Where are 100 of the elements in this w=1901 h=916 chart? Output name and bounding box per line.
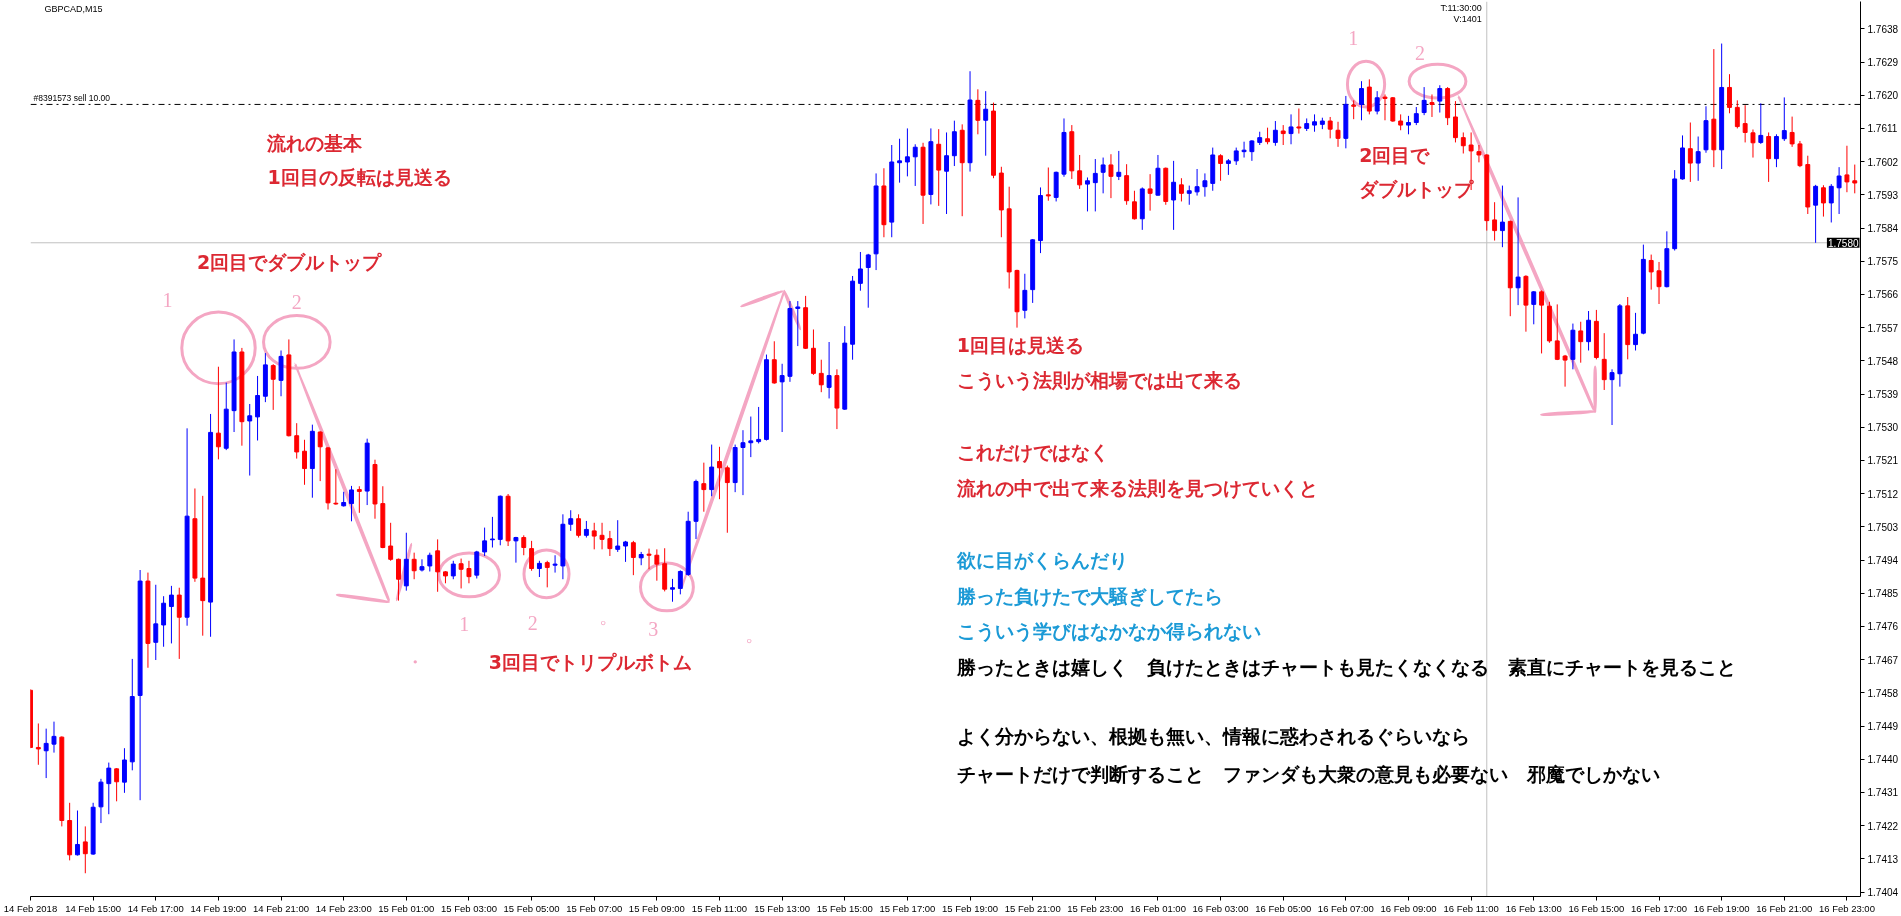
candlestick bbox=[576, 513, 582, 539]
candlestick bbox=[1836, 166, 1842, 215]
candlestick bbox=[1335, 121, 1341, 148]
candlestick bbox=[568, 509, 574, 532]
y-tick-label: 1.7557 bbox=[1867, 322, 1899, 334]
candlestick bbox=[1108, 153, 1114, 199]
candlestick bbox=[818, 359, 824, 393]
candlestick bbox=[1648, 254, 1654, 291]
candlestick bbox=[215, 366, 221, 460]
candlestick bbox=[1116, 150, 1122, 181]
y-tick-label: 1.7440 bbox=[1867, 754, 1899, 766]
candlestick bbox=[294, 422, 300, 460]
x-tick-label: 16 Feb 23:00 bbox=[1818, 902, 1875, 914]
x-tick-label: 16 Feb 07:00 bbox=[1317, 902, 1374, 914]
y-tick-label: 1.7548 bbox=[1867, 355, 1899, 367]
candlestick bbox=[1359, 80, 1364, 121]
candlestick bbox=[599, 522, 605, 550]
candlestick bbox=[1202, 172, 1208, 198]
candlestick bbox=[630, 540, 636, 576]
candlestick bbox=[1178, 177, 1184, 202]
annotation: 。 bbox=[745, 621, 766, 646]
candlestick bbox=[450, 560, 456, 580]
candlestick bbox=[247, 403, 253, 477]
candlestick bbox=[106, 762, 112, 815]
candlestick bbox=[615, 519, 621, 553]
y-tick-label: 1.7404 bbox=[1867, 887, 1899, 899]
x-tick-label: 15 Feb 23:00 bbox=[1067, 902, 1124, 914]
candlestick bbox=[748, 416, 754, 458]
candlestick bbox=[43, 728, 49, 779]
y-tick-label: 1.7503 bbox=[1867, 521, 1899, 533]
candlestick bbox=[1687, 122, 1693, 183]
candlestick bbox=[1766, 131, 1772, 183]
annotation: 欲に目がくらんだり bbox=[955, 549, 1128, 571]
candlestick bbox=[857, 251, 863, 292]
candlestick bbox=[1633, 312, 1638, 351]
x-tick-label: 15 Feb 19:00 bbox=[942, 902, 999, 914]
x-tick-label: 16 Feb 13:00 bbox=[1505, 902, 1562, 914]
annotation: V:1401 bbox=[1453, 13, 1482, 24]
candlestick bbox=[1296, 107, 1302, 135]
y-tick-label: 1.7602 bbox=[1867, 156, 1899, 168]
candlestick bbox=[1406, 115, 1411, 135]
candlestick bbox=[1147, 173, 1153, 212]
candlestick bbox=[654, 548, 660, 582]
candlestick bbox=[482, 527, 488, 557]
y-tick-label: 1.7620 bbox=[1867, 90, 1899, 102]
candlestick bbox=[701, 462, 707, 513]
candlestick bbox=[1852, 164, 1858, 194]
candlestick bbox=[489, 516, 495, 548]
y-tick-label: 1.7566 bbox=[1867, 289, 1899, 301]
annotation: こういう学びはなかなか得られない bbox=[956, 619, 1261, 643]
candlestick bbox=[1077, 154, 1083, 190]
x-tick-label: 15 Feb 01:00 bbox=[378, 902, 435, 914]
annotation: 1回目は見送る bbox=[956, 333, 1084, 356]
candlestick bbox=[1789, 116, 1795, 148]
y-tick-label: 1.7611 bbox=[1867, 123, 1898, 135]
x-tick-label: 14 Feb 19:00 bbox=[190, 902, 247, 914]
candlestick bbox=[255, 375, 261, 442]
y-tick-label: 1.7629 bbox=[1867, 57, 1899, 68]
candlestick bbox=[771, 340, 777, 385]
x-tick-label: 15 Feb 07:00 bbox=[566, 902, 623, 914]
x-tick-label: 14 Feb 21:00 bbox=[253, 902, 310, 914]
candlestick bbox=[1492, 201, 1498, 242]
candlestick bbox=[1578, 321, 1584, 364]
y-tick-label: 1.7467 bbox=[1867, 654, 1899, 666]
candlestick bbox=[724, 465, 730, 534]
y-tick-label: 1.7638 bbox=[1867, 23, 1899, 35]
candlestick bbox=[1241, 141, 1247, 159]
candlestick bbox=[1374, 90, 1380, 115]
y-tick-label: 1.7539 bbox=[1867, 389, 1899, 401]
candlestick bbox=[51, 721, 57, 754]
candlestick bbox=[1601, 332, 1607, 391]
candlestick bbox=[1413, 106, 1419, 126]
candlestick bbox=[75, 810, 80, 857]
candlestick bbox=[1288, 113, 1294, 145]
annotation: 1 bbox=[1348, 27, 1359, 50]
candlestick bbox=[709, 444, 715, 497]
candlestick bbox=[983, 90, 989, 157]
x-tick-label: 16 Feb 19:00 bbox=[1693, 902, 1750, 914]
candlestick bbox=[1280, 124, 1286, 146]
x-tick-label: 16 Feb 05:00 bbox=[1255, 902, 1312, 914]
annotation: 3回目でトリプルボトム bbox=[488, 650, 692, 673]
candlestick bbox=[317, 430, 323, 482]
candlestick bbox=[1171, 160, 1177, 231]
candlestick bbox=[1758, 102, 1764, 145]
annotation: ・ bbox=[405, 649, 426, 674]
x-tick-label: 15 Feb 09:00 bbox=[628, 902, 685, 914]
candlestick bbox=[1421, 86, 1427, 116]
x-tick-label: 15 Feb 03:00 bbox=[440, 902, 497, 914]
candlestick bbox=[1460, 131, 1466, 154]
candlestick bbox=[1366, 78, 1372, 115]
y-tick-label: 1.7593 bbox=[1867, 189, 1899, 201]
candlestick bbox=[1742, 104, 1748, 143]
candlestick bbox=[1045, 167, 1051, 202]
candlestick bbox=[388, 522, 394, 562]
candlestick bbox=[114, 767, 120, 802]
x-tick-label: 16 Feb 21:00 bbox=[1756, 902, 1813, 914]
candlestick bbox=[1390, 96, 1396, 123]
candlestick bbox=[544, 560, 550, 588]
x-tick-label: 16 Feb 15:00 bbox=[1568, 902, 1625, 914]
candlestick bbox=[168, 585, 174, 644]
